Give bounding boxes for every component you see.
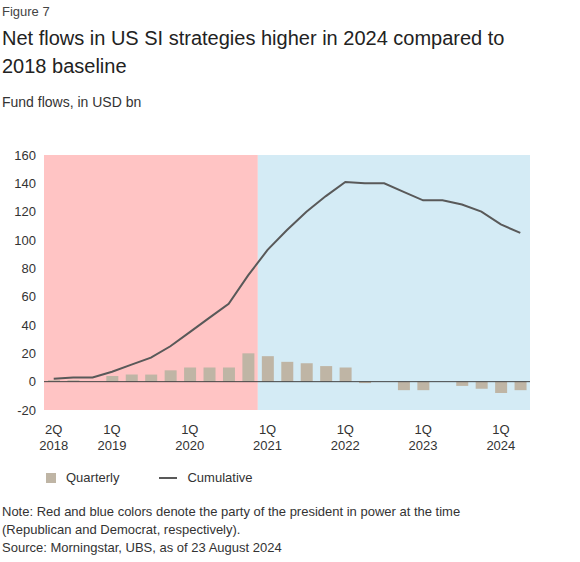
html-text:Note: Red and blue colors deno: Note: Red and blue colors denote the par… xyxy=(2,504,461,537)
svg-text:1Q2024: 1Q2024 xyxy=(486,422,515,453)
svg-text:20: 20 xyxy=(22,346,36,361)
svg-text:2Q2018: 2Q2018 xyxy=(39,422,68,453)
html-text:Figure 7: Figure 7 xyxy=(2,4,50,19)
html-text:Cumulative: Cumulative xyxy=(187,470,253,485)
html-text:Fund flows, in USD bn: Fund flows, in USD bn xyxy=(2,94,142,110)
svg-text:80: 80 xyxy=(22,261,36,276)
svg-text:1Q2020: 1Q2020 xyxy=(175,422,204,453)
svg-text:1Q2021: 1Q2021 xyxy=(253,422,282,453)
svg-text:-20: -20 xyxy=(17,403,36,418)
svg-text:140: 140 xyxy=(14,176,36,191)
html-text:Source: Morningstar, UBS, as o: Source: Morningstar, UBS, as of 23 Augus… xyxy=(2,540,282,555)
svg-text:160: 160 xyxy=(14,148,36,163)
svg-text:120: 120 xyxy=(14,204,36,219)
html-text:Quarterly: Quarterly xyxy=(66,470,120,485)
svg-text:40: 40 xyxy=(22,318,36,333)
html-text:Net flows in US SI strategies: Net flows in US SI strategies higher in … xyxy=(2,27,505,77)
svg-text:0: 0 xyxy=(29,374,36,389)
svg-text:60: 60 xyxy=(22,289,36,304)
svg-text:1Q2019: 1Q2019 xyxy=(98,422,127,453)
svg-text:1Q2023: 1Q2023 xyxy=(409,422,438,453)
svg-text:100: 100 xyxy=(14,233,36,248)
svg-text:1Q2022: 1Q2022 xyxy=(331,422,360,453)
